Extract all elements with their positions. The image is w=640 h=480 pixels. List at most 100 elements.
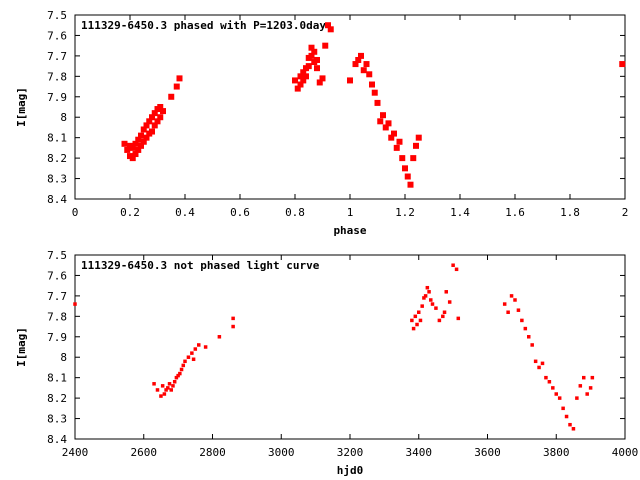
data-point xyxy=(186,355,191,359)
y-tick-label: 8 xyxy=(60,111,67,124)
data-point xyxy=(308,52,315,59)
data-point xyxy=(152,382,156,386)
data-point xyxy=(388,134,395,141)
data-point xyxy=(300,77,307,84)
data-point xyxy=(173,83,180,90)
y-axis-title: I[mag] xyxy=(15,87,28,127)
data-point xyxy=(308,44,315,51)
data-point xyxy=(371,89,378,96)
data-point xyxy=(513,298,517,302)
data-point xyxy=(415,134,422,141)
data-point xyxy=(360,67,367,74)
data-point xyxy=(160,108,166,115)
data-series xyxy=(121,22,626,188)
data-point xyxy=(420,304,424,308)
data-point xyxy=(176,75,183,82)
data-point xyxy=(404,173,411,180)
x-tick-label: 2600 xyxy=(131,446,158,459)
data-point xyxy=(423,294,428,298)
y-tick-label: 8.4 xyxy=(47,193,67,206)
data-point xyxy=(425,285,430,290)
data-point xyxy=(181,363,186,368)
data-point xyxy=(157,104,164,110)
data-point xyxy=(523,326,528,331)
x-tick-label: 0.8 xyxy=(285,206,305,219)
data-point xyxy=(73,302,77,306)
data-point xyxy=(135,146,142,153)
data-point xyxy=(410,318,414,323)
data-point xyxy=(418,318,423,323)
data-point xyxy=(179,367,184,372)
chart-panel-2: 2400 2600 2800 3000 3200 3400 3600 3800 4000 7.5 7… xyxy=(15,249,638,477)
data-point xyxy=(297,73,304,80)
data-point xyxy=(561,406,565,411)
x-tick-label: 0 xyxy=(72,206,79,219)
data-point xyxy=(544,375,548,380)
x-tick-label: 0.2 xyxy=(120,206,140,219)
data-point xyxy=(314,56,320,63)
data-point xyxy=(415,322,419,327)
data-point xyxy=(164,388,168,392)
data-point xyxy=(217,335,222,339)
data-point xyxy=(151,122,158,129)
data-point xyxy=(140,126,147,133)
data-point xyxy=(143,122,150,129)
data-point xyxy=(430,302,435,306)
data-point xyxy=(203,345,208,349)
y-tick-label: 8.1 xyxy=(47,372,67,385)
data-point xyxy=(520,318,524,323)
data-point xyxy=(154,118,161,125)
data-point xyxy=(352,61,359,68)
data-point xyxy=(502,302,507,306)
data-point xyxy=(413,142,419,149)
x-tick-label: 0.6 xyxy=(230,206,250,219)
data-point xyxy=(300,69,307,76)
data-point xyxy=(557,396,562,400)
data-point xyxy=(441,314,445,319)
data-point xyxy=(146,118,153,125)
data-point xyxy=(540,361,545,366)
data-point xyxy=(366,71,373,78)
y-tick-label: 7.8 xyxy=(47,310,67,323)
data-point xyxy=(143,134,150,141)
data-point xyxy=(413,314,418,319)
data-point xyxy=(155,388,160,392)
data-point xyxy=(132,151,139,158)
data-point xyxy=(355,56,362,63)
x-tick-label: 3200 xyxy=(337,446,364,459)
x-tick-label: 3600 xyxy=(474,446,501,459)
data-point xyxy=(292,77,298,84)
data-point xyxy=(159,394,163,398)
data-point xyxy=(166,386,170,390)
data-point xyxy=(411,326,416,331)
data-point xyxy=(437,318,442,323)
data-point xyxy=(530,343,534,347)
data-point xyxy=(172,380,177,384)
data-point xyxy=(547,380,552,384)
y-tick-label: 8.2 xyxy=(47,152,67,165)
x-tick-label: 1.4 xyxy=(450,206,470,219)
y-tick-label: 7.5 xyxy=(47,249,67,262)
data-point xyxy=(554,392,558,396)
data-point xyxy=(171,384,175,388)
x-tick-label: 2400 xyxy=(62,446,89,459)
data-point xyxy=(303,73,309,80)
data-point xyxy=(533,359,538,364)
data-point xyxy=(374,99,381,106)
y-tick-label: 8.3 xyxy=(47,173,67,186)
data-point xyxy=(427,290,431,294)
x-tick-label: 3400 xyxy=(406,446,433,459)
data-point xyxy=(121,140,128,147)
data-point xyxy=(174,375,179,380)
data-point xyxy=(444,290,448,294)
data-point xyxy=(590,375,595,380)
y-tick-label: 8.2 xyxy=(47,392,67,405)
data-point xyxy=(316,79,323,86)
data-point xyxy=(402,165,408,172)
x-tick-label: 2800 xyxy=(199,446,226,459)
data-point xyxy=(564,414,569,419)
data-point xyxy=(456,316,461,321)
data-point xyxy=(585,392,589,396)
data-point xyxy=(193,347,198,351)
